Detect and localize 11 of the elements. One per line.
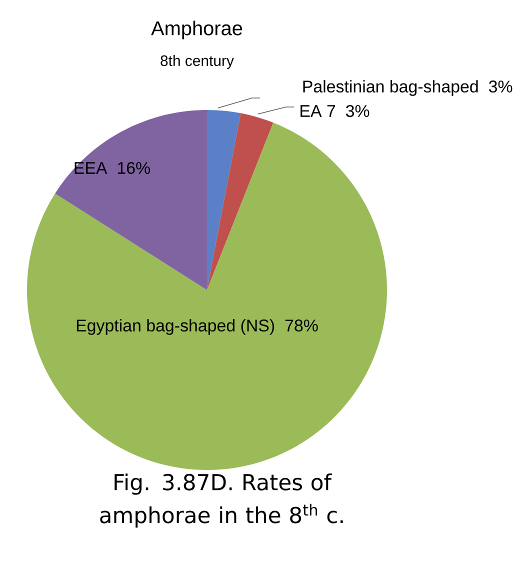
slice-label: Palestinian bag-shaped xyxy=(303,80,478,96)
slice-label: EA 7 xyxy=(300,105,336,117)
slice-label: EEA xyxy=(74,162,108,174)
slice-label: Egyptian bag-shaped (NS) xyxy=(76,319,274,335)
data-label: 3% xyxy=(346,105,370,117)
data-label: 16% xyxy=(118,162,150,174)
data-label: 3% xyxy=(488,80,512,93)
chart-title: Amphorae xyxy=(151,20,242,40)
caption: Fig. 3.87D. Rates of amphorae in the 8$^{th}$ c. xyxy=(100,474,343,528)
chart-subtitle: 8th century xyxy=(160,55,234,69)
data-label: 78% xyxy=(285,320,318,332)
